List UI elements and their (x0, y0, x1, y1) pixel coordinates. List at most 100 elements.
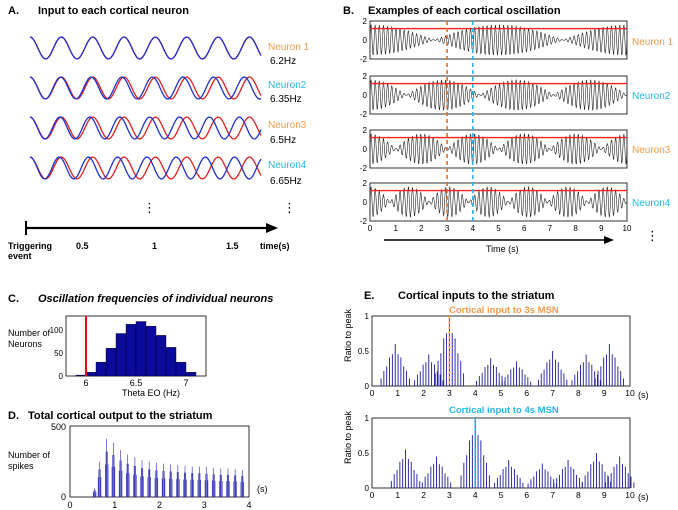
panel-e1-ytick-1: 0.5 (358, 347, 370, 356)
panel-a-start-label-2: event (8, 251, 32, 261)
panel-e-unit-1: (s) (638, 390, 649, 400)
panel-b-wave-1 (369, 24, 628, 56)
panel-e2-ytick-0: 1 (365, 414, 370, 423)
panel-a-neuron4-wave2 (29, 156, 262, 180)
panel-e1-axes (371, 315, 631, 387)
panel-b-xlabel: Time (s) (486, 244, 519, 254)
panel-d-spike-histogram: 500 00 1 2 3 4 (51, 422, 252, 510)
panel-b-neuron1-name: Neuron 1 (632, 37, 674, 48)
panel-b-plots: 20-220-220-220-20 1 2 3 4 5 6 7 8 9 10 (360, 17, 632, 233)
panel-b-ytick-4-2: -2 (360, 217, 368, 226)
panel-c-ylabel-1: Number of (8, 328, 51, 338)
panel-e-ylabel-2: Ratio to peak (343, 410, 353, 464)
panel-b-xtick-4: 4 (471, 224, 476, 233)
panel-b-xtick-5: 5 (496, 224, 501, 233)
panel-b-ytick-1-1: 0 (363, 36, 368, 45)
panel-e2-xtick-5: 5 (499, 490, 504, 500)
panel-a-neuron2-name: Neuron2 (268, 80, 307, 91)
panel-e: E. Cortical inputs to the striatum Corti… (343, 290, 649, 502)
panel-a-start-label-1: Triggering (8, 241, 52, 251)
panel-b: B. Examples of each cortical oscillation… (343, 5, 674, 254)
panel-b-title: Examples of each cortical oscillation (368, 5, 561, 17)
panel-e-letter: E. (364, 290, 374, 302)
panel-e-sub2-label: Cortical input to 4s MSN (449, 405, 559, 416)
panel-b-ytick-2-2: -2 (360, 110, 368, 119)
panel-d-unit: (s) (257, 484, 268, 494)
panel-a-neuron3-freq: 6.5Hz (270, 135, 296, 146)
panel-b-xtick-3: 3 (445, 224, 450, 233)
panel-c-histogram: 100 50 0 6 6.5 7 (50, 315, 207, 388)
panel-b-neuron3-name: Neuron3 (632, 145, 671, 156)
panel-e1-xtick-2: 2 (421, 388, 426, 398)
panel-d-xtick-4: 4 (246, 500, 251, 510)
panel-e1-xtick-10: 10 (625, 388, 635, 398)
panel-e2-xtick-3: 3 (447, 490, 452, 500)
panel-c-letter: C. (8, 293, 19, 305)
panel-e2-ytick-1: 0.5 (358, 449, 370, 458)
panel-b-ytick-4-1: 0 (363, 198, 368, 207)
panel-d-xtick-2: 2 (157, 500, 162, 510)
panel-d: D. Total cortical output to the striatum… (8, 410, 268, 510)
panel-a-neuron4-name: Neuron4 (268, 160, 307, 171)
panel-b-xtick-6: 6 (522, 224, 527, 233)
panel-a: A. Input to each cortical neuron Neuron … (8, 5, 310, 261)
panel-e-ylabel-1: Ratio to peak (343, 308, 353, 362)
panel-e1-xtick-9: 9 (602, 388, 607, 398)
panel-d-xtick-1: 1 (112, 500, 117, 510)
panel-e1-xtick-0: 0 (370, 388, 375, 398)
panel-b-neuron2-name: Neuron2 (632, 91, 671, 102)
panel-e2-xtick-9: 9 (602, 490, 607, 500)
panel-c-ytick-1: 50 (54, 349, 63, 358)
panel-e-unit-2: (s) (638, 492, 649, 502)
panel-e2-xtick-2: 2 (421, 490, 426, 500)
panel-c-ytick-2: 0 (59, 372, 64, 381)
panel-a-letter: A. (8, 5, 19, 17)
panel-c-ytick-0: 100 (50, 326, 64, 335)
panel-b-ytick-1-0: 2 (363, 17, 368, 26)
panel-b-xtick-2: 2 (419, 224, 424, 233)
panel-e2-xtick-0: 0 (370, 490, 375, 500)
panel-a-neuron2-wave2 (29, 76, 262, 100)
panel-d-title: Total cortical output to the striatum (28, 410, 213, 422)
panel-a-tick-0-5: 0.5 (76, 241, 89, 251)
panel-e-sub1-label: Cortical input to 3s MSN (449, 305, 559, 316)
panel-b-xtick-10: 10 (623, 224, 632, 233)
panel-d-xtick-0: 0 (67, 500, 72, 510)
panel-b-xtick-0: 0 (368, 224, 373, 233)
panel-b-xtick-9: 9 (599, 224, 604, 233)
panel-a-neuron1-name: Neuron 1 (268, 42, 310, 53)
panel-b-wave-3 (369, 132, 628, 166)
panel-e1-xtick-7: 7 (550, 388, 555, 398)
panel-e2-axes (371, 417, 631, 489)
panel-c-bar-0 (75, 374, 87, 377)
panel-c-xtick-1: 6.5 (130, 378, 143, 388)
panel-c-xlabel: Theta EO (Hz) (122, 388, 180, 398)
panel-a-neuron4-wave1 (29, 156, 262, 180)
panel-d-letter: D. (8, 410, 19, 422)
panel-c-xtick-0: 6 (83, 378, 88, 388)
panel-e2-xtick-4: 4 (473, 490, 478, 500)
panel-c-bar-5 (125, 324, 137, 377)
panel-c-bar-8 (155, 335, 167, 377)
panel-a-ellipsis-right: ⋮ (283, 200, 296, 215)
panel-b-ytick-3-2: -2 (360, 164, 368, 173)
panel-b-neuron4-name: Neuron4 (632, 198, 671, 209)
panel-a-tick-1-5: 1.5 (226, 241, 239, 251)
panel-e1-ytick-0: 1 (365, 312, 370, 321)
panel-b-time-arrowhead (604, 236, 614, 244)
panel-a-neuron3-name: Neuron3 (268, 120, 307, 131)
panel-b-ytick-3-0: 2 (363, 126, 368, 135)
panel-e2-xtick-6: 6 (524, 490, 529, 500)
panel-b-ytick-3-1: 0 (363, 145, 368, 154)
panel-a-axis-arrowhead (266, 223, 278, 233)
panel-c-xtick-2: 7 (183, 378, 188, 388)
panel-c-ylabel-2: Neurons (8, 339, 43, 349)
panel-b-xtick-8: 8 (573, 224, 578, 233)
panel-c: C. Oscillation frequencies of individual… (8, 293, 273, 398)
panel-c-title: Oscillation frequencies of individual ne… (38, 293, 273, 305)
panel-a-time-unit: time(s) (260, 241, 290, 251)
panel-c-bar-2 (95, 361, 107, 377)
panel-d-ylabel-2: spikes (8, 461, 34, 471)
panel-e2-xtick-7: 7 (550, 490, 555, 500)
